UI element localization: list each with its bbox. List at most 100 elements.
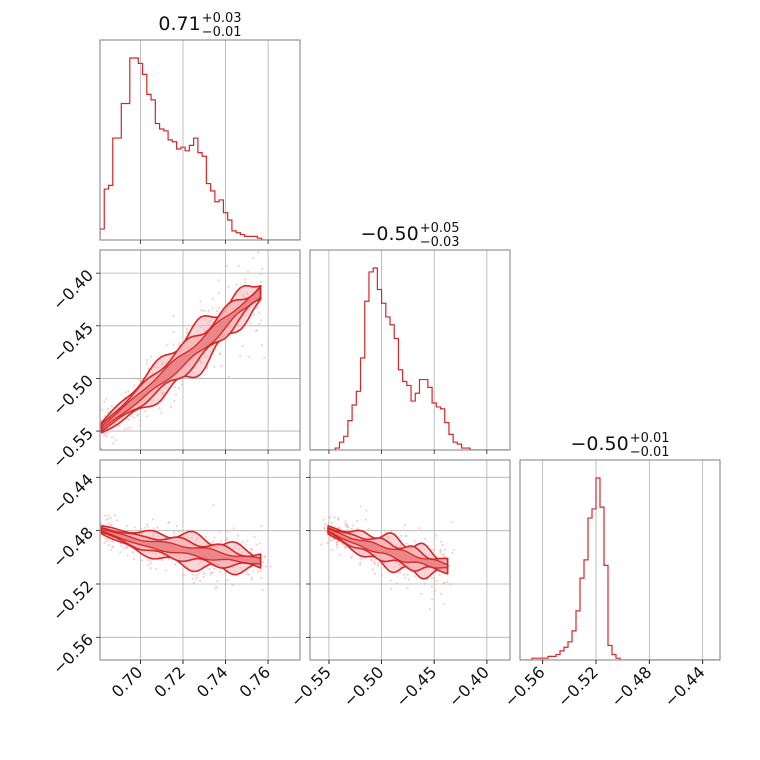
sample-point xyxy=(212,504,215,507)
sample-point xyxy=(428,608,432,611)
sample-point xyxy=(138,419,141,422)
sample-point xyxy=(106,407,110,411)
sample-point xyxy=(100,447,103,450)
sample-point xyxy=(180,383,184,386)
sample-point xyxy=(107,543,110,547)
sample-point xyxy=(123,428,127,431)
sample-point xyxy=(331,548,334,552)
contour-level-2 xyxy=(100,287,262,430)
sample-point xyxy=(322,518,325,521)
sample-point xyxy=(175,525,179,528)
sample-point xyxy=(322,526,326,529)
sample-point xyxy=(252,257,255,260)
sample-point xyxy=(96,432,98,434)
sample-point xyxy=(105,433,108,436)
sample-point xyxy=(259,542,262,545)
title-upper-error: +0.03 xyxy=(202,11,242,26)
sample-point xyxy=(97,402,99,404)
sample-point xyxy=(111,545,115,548)
sample-point xyxy=(439,592,443,595)
sample-point xyxy=(177,387,181,390)
sample-point xyxy=(173,399,176,402)
sample-point xyxy=(96,417,98,419)
sample-point xyxy=(203,572,207,576)
sample-point xyxy=(418,527,421,530)
sample-point xyxy=(146,415,149,418)
x-tick-label: −0.44 xyxy=(661,663,709,711)
sample-point xyxy=(211,297,214,300)
sample-point xyxy=(131,551,135,554)
sample-point xyxy=(390,529,393,532)
sample-point xyxy=(208,567,211,570)
sample-point xyxy=(328,516,332,519)
sample-point xyxy=(330,521,333,525)
y-tick-label: −0.52 xyxy=(49,577,97,625)
sample-point xyxy=(256,306,259,309)
sample-point xyxy=(174,386,177,389)
sample-point xyxy=(442,553,445,556)
sample-point xyxy=(109,462,111,464)
sample-point xyxy=(446,580,449,584)
histogram-step xyxy=(100,57,300,240)
sample-point xyxy=(124,391,127,394)
panel-frame xyxy=(309,459,511,661)
sample-point xyxy=(209,573,212,576)
sample-point xyxy=(442,582,445,585)
sample-point xyxy=(259,272,262,276)
title-lower-error: −0.01 xyxy=(202,25,242,40)
sample-point xyxy=(199,300,202,303)
panel-frame xyxy=(99,249,301,451)
y-tick-label: −0.56 xyxy=(49,630,97,678)
sample-point xyxy=(250,578,253,581)
sample-point xyxy=(370,559,374,562)
scatter-panel-1-2 xyxy=(306,459,511,664)
sample-point xyxy=(202,309,205,312)
sample-point xyxy=(103,400,106,403)
sample-point xyxy=(443,603,446,606)
sample-point xyxy=(224,583,227,586)
x-tick-label: 0.76 xyxy=(235,663,274,702)
sample-point xyxy=(226,579,229,582)
sample-point xyxy=(191,577,194,580)
sample-point xyxy=(403,523,407,527)
sample-point xyxy=(443,548,447,551)
sample-point xyxy=(261,588,264,592)
sample-point xyxy=(105,397,108,400)
sample-point xyxy=(172,531,176,534)
sample-point xyxy=(337,518,340,521)
sample-point xyxy=(95,424,97,426)
sample-point xyxy=(130,414,133,418)
sample-point xyxy=(259,280,262,283)
sample-point xyxy=(344,522,347,526)
sample-point xyxy=(424,537,427,541)
sample-point xyxy=(145,523,148,526)
sample-point xyxy=(352,524,355,527)
sample-point xyxy=(344,520,347,523)
sample-point xyxy=(186,328,189,331)
sample-point xyxy=(126,427,129,430)
sample-point xyxy=(406,573,409,576)
sample-point xyxy=(191,573,195,576)
sample-point xyxy=(213,536,216,539)
sample-point xyxy=(127,389,130,392)
histogram-panel-1 xyxy=(309,249,511,454)
sample-point xyxy=(405,534,408,538)
sample-point xyxy=(365,509,368,512)
y-tick-label: −0.48 xyxy=(49,523,97,571)
sample-point xyxy=(402,573,406,576)
sample-point xyxy=(328,538,331,541)
sample-point xyxy=(389,587,393,591)
sample-point xyxy=(431,598,434,601)
sample-point xyxy=(405,542,408,545)
sample-point xyxy=(261,267,264,271)
sample-point xyxy=(114,439,117,442)
sample-point xyxy=(172,330,175,333)
sample-point xyxy=(156,526,159,529)
sample-point xyxy=(328,535,331,538)
sample-point xyxy=(217,306,220,310)
sample-point xyxy=(145,362,149,365)
sample-point xyxy=(399,571,402,575)
sample-point xyxy=(244,278,247,281)
sample-point xyxy=(259,569,262,573)
sample-point xyxy=(373,558,377,561)
